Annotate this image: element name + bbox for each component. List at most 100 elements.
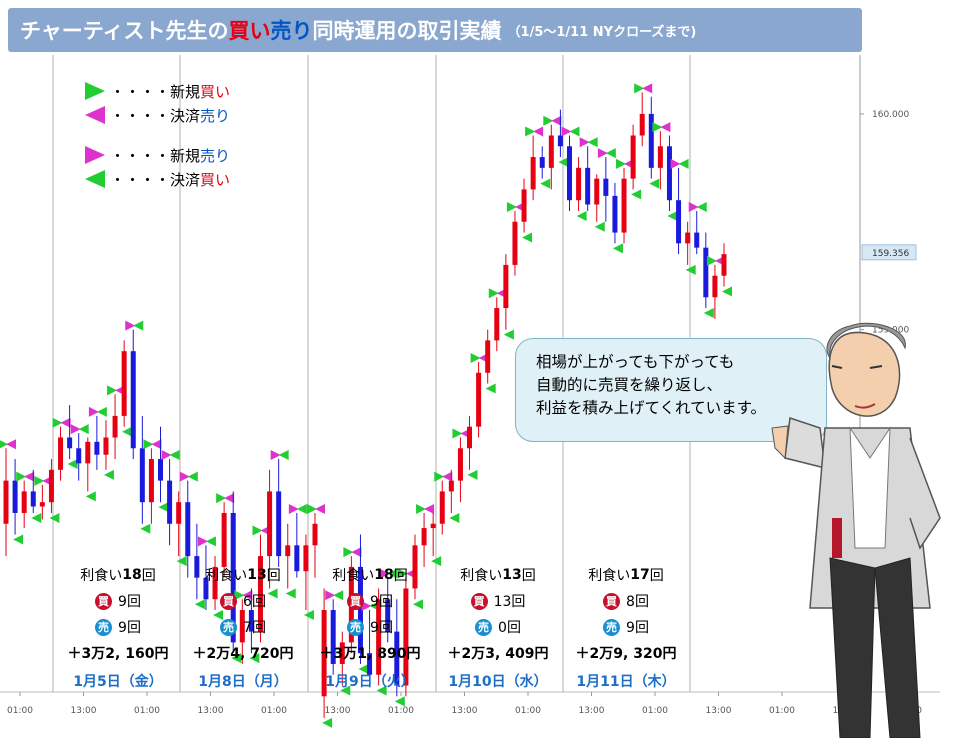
trade-arrow: [576, 210, 587, 221]
candle-body: [721, 254, 727, 276]
magenta-left-arrow-icon: [85, 106, 105, 124]
teacher-illustration-icon: [771, 322, 941, 738]
candle-body: [394, 631, 400, 686]
legend-item: ・・・・ 新規 売り: [84, 143, 230, 167]
trade-arrow: [176, 556, 187, 567]
trade-arrow: [67, 459, 78, 470]
trade-arrow: [485, 383, 496, 394]
candle-body: [103, 437, 109, 455]
candle-body: [594, 178, 600, 205]
candle-body: [3, 480, 9, 524]
candle-body: [621, 178, 627, 233]
trade-arrow: [13, 534, 24, 545]
candle-body: [212, 566, 218, 600]
candle-body: [148, 459, 154, 503]
page-title: チャーティスト先生の買い売り同時運用の取引実績: [20, 19, 502, 43]
x-tick-label: 01:00: [388, 706, 414, 716]
trade-arrow: [194, 599, 205, 610]
trade-arrow: [685, 264, 696, 275]
candle-body: [30, 491, 36, 507]
candle-body: [530, 157, 536, 190]
trade-arrow: [187, 471, 198, 482]
candle-body: [603, 178, 609, 196]
candle-body: [67, 437, 73, 449]
candle-body: [512, 221, 518, 265]
sell-badge-icon: 売: [220, 618, 238, 636]
candle-body: [548, 135, 554, 168]
candle-body: [267, 491, 273, 557]
candle-body: [448, 480, 454, 492]
buy-badge-icon: 買: [220, 592, 238, 610]
trade-arrow: [652, 122, 663, 133]
candle-body: [85, 441, 91, 464]
trade-arrow: [358, 663, 369, 674]
trade-arrow: [169, 450, 180, 461]
buy-badge-icon: 買: [470, 592, 488, 610]
trade-arrow: [96, 406, 107, 417]
trade-arrow: [412, 599, 423, 610]
trade-arrow: [467, 469, 478, 480]
sell-badge-icon: 売: [95, 618, 113, 636]
trade-arrow: [431, 556, 442, 567]
candle-body: [230, 512, 236, 643]
trade-arrow: [561, 126, 572, 137]
x-tick-label: 01:00: [515, 706, 541, 716]
legend-item: ・・・・ 新規 買い: [84, 79, 230, 103]
trade-arrow: [612, 243, 623, 254]
current-price-tag: [861, 244, 917, 261]
trade-arrow: [506, 201, 517, 212]
trade-arrow: [270, 450, 281, 461]
candle-body: [321, 610, 327, 697]
candle-body: [539, 157, 545, 168]
candle-body: [376, 599, 382, 675]
trade-arrow: [351, 547, 362, 558]
candle-body: [639, 113, 645, 136]
trade-arrow: [125, 320, 136, 331]
candle-body: [94, 441, 100, 455]
day-stats: 利食い 13 回 買 6回 売 7回 ＋2万4, 720円 1月8日（月）: [192, 567, 294, 690]
trade-arrow: [631, 189, 642, 200]
trade-arrow: [343, 547, 354, 558]
day-stats: 利食い 13 回 買 13回 売 0回 ＋2万3, 409円 1月10日（水）: [447, 567, 549, 690]
candle-body: [648, 113, 654, 168]
trade-arrow: [205, 536, 216, 547]
candle-body: [185, 502, 191, 557]
trade-arrow: [252, 525, 263, 536]
candle-body: [685, 232, 691, 244]
y-tick-label: 160.000: [872, 110, 909, 120]
trade-arrow: [303, 610, 314, 621]
trade-arrow: [107, 385, 118, 396]
candle-body: [330, 610, 336, 664]
day-stats: 利食い 17 回 買 8回 売 9回 ＋2万9, 320円 1月11日（木）: [575, 567, 677, 690]
trade-arrow: [703, 308, 714, 319]
candle-body: [585, 167, 591, 205]
trade-arrow: [133, 320, 144, 331]
candle-body: [703, 247, 709, 298]
trade-arrow: [151, 439, 162, 450]
candle-body: [467, 426, 473, 449]
trade-arrow: [579, 137, 590, 148]
trade-arrow: [522, 232, 533, 243]
candle-body: [139, 448, 145, 503]
trade-arrow: [278, 450, 289, 461]
trade-arrow: [161, 450, 172, 461]
candle-body: [312, 523, 318, 546]
candle-body: [503, 264, 509, 309]
x-tick-label: 01:00: [7, 706, 33, 716]
trade-arrow: [442, 471, 453, 482]
candle-body: [403, 588, 409, 686]
trade-arrow: [24, 471, 35, 482]
candle-body: [485, 340, 491, 373]
day-stats: 利食い 18 回 買 9回 売 9回 ＋3万1, 890円 1月9日（火）: [319, 567, 421, 690]
trade-arrow: [543, 115, 554, 126]
day-stats: 利食い 18 回 買 9回 売 9回 ＋3万2, 160円 1月5日（金）: [67, 567, 169, 690]
candle-body: [303, 545, 309, 572]
candle-body: [494, 308, 500, 341]
candle-body: [285, 545, 291, 557]
trade-arrow: [216, 493, 227, 504]
candle-body: [694, 232, 700, 248]
trade-arrow: [551, 115, 562, 126]
trade-arrow: [616, 158, 627, 169]
trade-arrow: [333, 590, 344, 601]
legend-item: ・・・・ 決済 買い: [84, 167, 230, 191]
